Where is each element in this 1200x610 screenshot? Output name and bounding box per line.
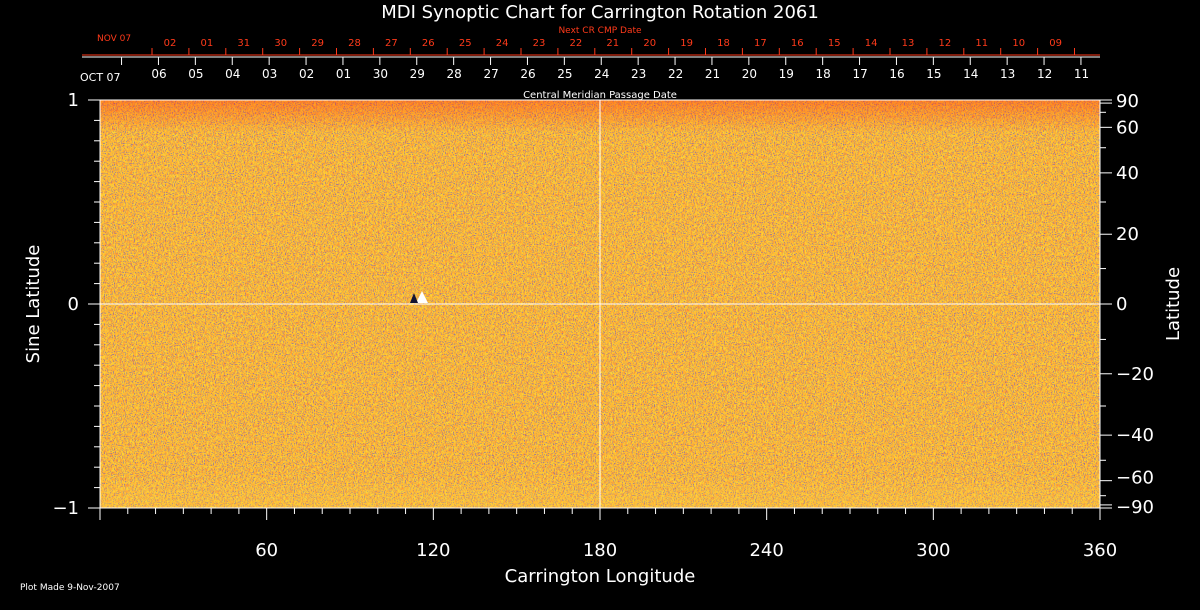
x-tick-label: 60 [255, 540, 278, 561]
y-right-tick-label: 60 [1116, 117, 1139, 138]
next-cr-date-label: 24 [496, 38, 509, 49]
y-right-tick-label: −90 [1116, 497, 1154, 518]
y-left-tick-label: 0 [68, 294, 79, 315]
x-tick-label: 360 [1083, 540, 1117, 561]
cmp-start-label: OCT 07 [80, 71, 121, 84]
plot-made-note: Plot Made 9-Nov-2007 [20, 583, 120, 593]
y-left-tick-label: −1 [52, 498, 79, 519]
next-cr-date-label: 01 [201, 38, 214, 49]
active-region-white [416, 291, 428, 303]
cmp-date-label: 16 [889, 67, 904, 81]
cmp-date-label: 05 [188, 67, 203, 81]
cmp-date-label: 06 [151, 67, 166, 81]
next-cr-date-label: 22 [570, 38, 583, 49]
chart-title: MDI Synoptic Chart for Carrington Rotati… [381, 2, 819, 23]
next-cr-date-label: 14 [865, 38, 878, 49]
y-right-tick-label: 40 [1116, 163, 1139, 184]
next-cr-date-label: 13 [902, 38, 915, 49]
y-left-tick-label: 1 [68, 90, 79, 111]
y-right-tick-label: −60 [1116, 468, 1154, 489]
central-meridian-axis: OCT 07 Central Meridian Passage Date 06 0… [80, 56, 1100, 101]
cmp-date-label: 02 [299, 67, 314, 81]
x-tick-label: 180 [583, 540, 617, 561]
y-right-tick-label: −40 [1116, 425, 1154, 446]
next-cr-cmp-axis: Next CR CMP Date NOV 07 02 01 31 30 29 28 27 26… [82, 26, 1100, 56]
cmp-date-label: 19 [779, 67, 794, 81]
cmp-date-label: 04 [225, 67, 240, 81]
cmp-date-label: 01 [336, 67, 351, 81]
next-cr-date-label: 28 [348, 38, 361, 49]
cmp-date-label: 27 [483, 67, 498, 81]
y-right-tick-label: 20 [1116, 224, 1139, 245]
next-cr-date-label: 17 [754, 38, 767, 49]
next-cr-date-label: 12 [939, 38, 952, 49]
next-cr-date-label: 16 [791, 38, 804, 49]
cmp-date-label: 15 [926, 67, 941, 81]
cmp-date-label: 12 [1037, 67, 1052, 81]
next-cr-date-label: 02 [164, 38, 177, 49]
next-cr-date-label: 09 [1049, 38, 1062, 49]
next-cr-date-label: 15 [828, 38, 841, 49]
next-cr-date-label: 10 [1012, 38, 1025, 49]
next-cr-start-label: NOV 07 [97, 34, 131, 44]
cmp-date-label: 21 [705, 67, 720, 81]
x-axis: 60 120 180 240 300 360 [99, 508, 1117, 561]
cmp-date-label: 24 [594, 67, 609, 81]
next-cr-date-label: 26 [422, 38, 435, 49]
next-cr-date-label: 25 [459, 38, 472, 49]
cmp-date-label: 20 [742, 67, 757, 81]
y-right-tick-label: 0 [1116, 294, 1127, 315]
next-cr-date-label: 21 [606, 38, 619, 49]
next-cr-date-label: 31 [237, 38, 250, 49]
cmp-date-label: 29 [410, 67, 425, 81]
cmp-axis-label: Central Meridian Passage Date [523, 90, 677, 101]
x-axis-title: Carrington Longitude [505, 566, 696, 587]
next-cr-date-label: 30 [274, 38, 287, 49]
cmp-date-label: 25 [557, 67, 572, 81]
next-cr-date-label: 29 [311, 38, 324, 49]
y-right-tick-label: −20 [1116, 364, 1154, 385]
x-tick-label: 120 [416, 540, 450, 561]
x-tick-label: 300 [916, 540, 950, 561]
y-axis-right: 90 60 40 20 0 −20 −40 −60 −90 [1100, 91, 1154, 518]
next-cr-date-label: 20 [643, 38, 656, 49]
next-cr-date-label: 19 [680, 38, 693, 49]
next-cr-axis-label: Next CR CMP Date [558, 26, 642, 36]
next-cr-date-label: 18 [717, 38, 730, 49]
cmp-date-label: 14 [963, 67, 978, 81]
cmp-date-label: 03 [262, 67, 277, 81]
y-axis-left: 1 0 −1 [52, 90, 100, 519]
active-region-dark [410, 293, 418, 303]
cmp-date-label: 28 [447, 67, 462, 81]
y-axis-right-title: Latitude [1163, 267, 1184, 341]
next-cr-date-label: 11 [975, 38, 988, 49]
y-right-tick-label: 90 [1116, 91, 1139, 112]
cmp-date-label: 23 [631, 67, 646, 81]
cmp-date-label: 30 [373, 67, 388, 81]
cmp-date-label: 18 [816, 67, 831, 81]
cmp-date-label: 13 [1000, 67, 1015, 81]
next-cr-date-label: 23 [533, 38, 546, 49]
next-cr-date-label: 27 [385, 38, 398, 49]
x-tick-label: 240 [749, 540, 783, 561]
cmp-date-label: 11 [1074, 67, 1089, 81]
cmp-date-label: 22 [668, 67, 683, 81]
cmp-date-label: 26 [520, 67, 535, 81]
y-axis-left-title: Sine Latitude [23, 245, 44, 364]
cmp-date-label: 17 [852, 67, 867, 81]
